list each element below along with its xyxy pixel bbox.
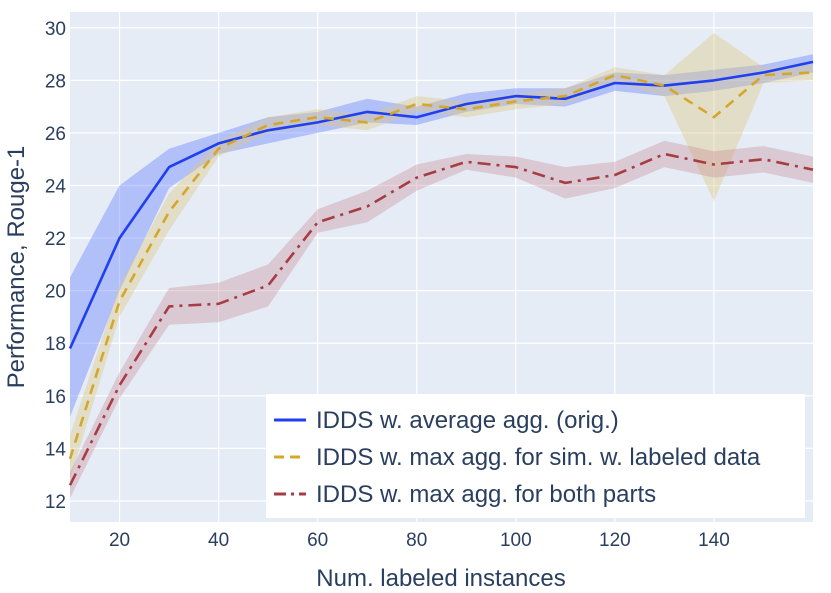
x-axis-title: Num. labeled instances xyxy=(316,565,565,592)
x-tick-label-60: 60 xyxy=(307,530,328,551)
y-tick-label-22: 22 xyxy=(45,229,66,250)
x-axis-ticks: 20 40 60 80 100 120 140 xyxy=(109,530,730,551)
y-tick-label-28: 28 xyxy=(45,71,66,92)
y-tick-label-14: 14 xyxy=(45,439,67,460)
x-tick-label-140: 140 xyxy=(698,530,730,551)
y-tick-label-30: 30 xyxy=(45,19,66,40)
x-tick-label-120: 120 xyxy=(599,530,631,551)
chart: 20 40 60 80 100 120 140 12 14 16 18 20 22 24 26 28 30 N… xyxy=(0,0,831,593)
x-tick-label-80: 80 xyxy=(406,530,427,551)
y-axis-ticks: 12 14 16 18 20 22 24 26 28 30 xyxy=(45,19,67,513)
y-tick-label-24: 24 xyxy=(45,177,67,198)
legend-label-average-agg: IDDS w. average agg. (orig.) xyxy=(316,407,619,434)
y-tick-label-26: 26 xyxy=(45,124,66,145)
y-tick-label-16: 16 xyxy=(45,387,66,408)
y-axis-title: Performance, Rouge-1 xyxy=(3,146,30,389)
y-tick-label-18: 18 xyxy=(45,334,66,355)
legend: IDDS w. average agg. (orig.) IDDS w. max… xyxy=(266,394,805,518)
legend-label-max-agg-both: IDDS w. max agg. for both parts xyxy=(316,481,656,508)
legend-label-max-agg-sim: IDDS w. max agg. for sim. w. labeled dat… xyxy=(316,444,761,471)
y-tick-label-20: 20 xyxy=(45,282,66,303)
x-tick-label-20: 20 xyxy=(109,530,130,551)
x-tick-label-100: 100 xyxy=(500,530,532,551)
x-tick-label-40: 40 xyxy=(208,530,229,551)
y-tick-label-12: 12 xyxy=(45,492,66,513)
